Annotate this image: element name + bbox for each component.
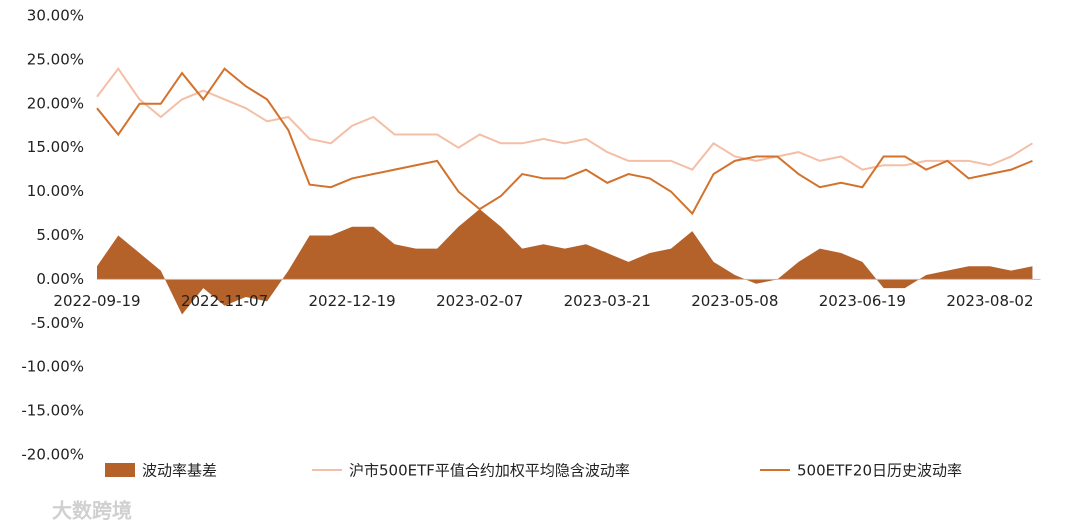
x-tick-label: 2022-12-19	[309, 292, 396, 310]
legend-label: 500ETF20日历史波动率	[797, 462, 962, 480]
basis-area	[97, 209, 1033, 315]
vol-line	[96, 67, 1033, 216]
y-tick-label: -20.00%	[21, 446, 84, 464]
y-tick-label: -5.00%	[31, 314, 84, 332]
y-tick-label: -10.00%	[21, 358, 84, 376]
x-tick-label: 2023-05-08	[691, 292, 778, 310]
x-tick-label: 2023-02-07	[436, 292, 523, 310]
y-tick-label: 20.00%	[27, 94, 84, 112]
y-tick-label: 10.00%	[27, 182, 84, 200]
y-tick-label: 30.00%	[27, 7, 84, 25]
watermark: 大数跨境	[52, 499, 132, 523]
x-tick-label: 2023-06-19	[819, 292, 906, 310]
x-tick-label: 2022-09-19	[53, 292, 140, 310]
y-tick-label: 25.00%	[27, 50, 84, 68]
y-tick-label: 15.00%	[27, 138, 84, 156]
y-tick-label: 0.00%	[36, 270, 84, 288]
vol-line	[96, 66, 1033, 171]
legend-label: 波动率基差	[142, 462, 217, 480]
legend-label: 沪市500ETF平值合约加权平均隐含波动率	[349, 462, 630, 480]
y-tick-label: 5.00%	[36, 226, 84, 244]
x-tick-label: 2022-11-07	[181, 292, 268, 310]
x-tick-label: 2023-08-02	[946, 292, 1033, 310]
x-tick-label: 2023-03-21	[564, 292, 651, 310]
y-tick-label: -15.00%	[21, 402, 84, 420]
legend-swatch	[105, 463, 135, 477]
